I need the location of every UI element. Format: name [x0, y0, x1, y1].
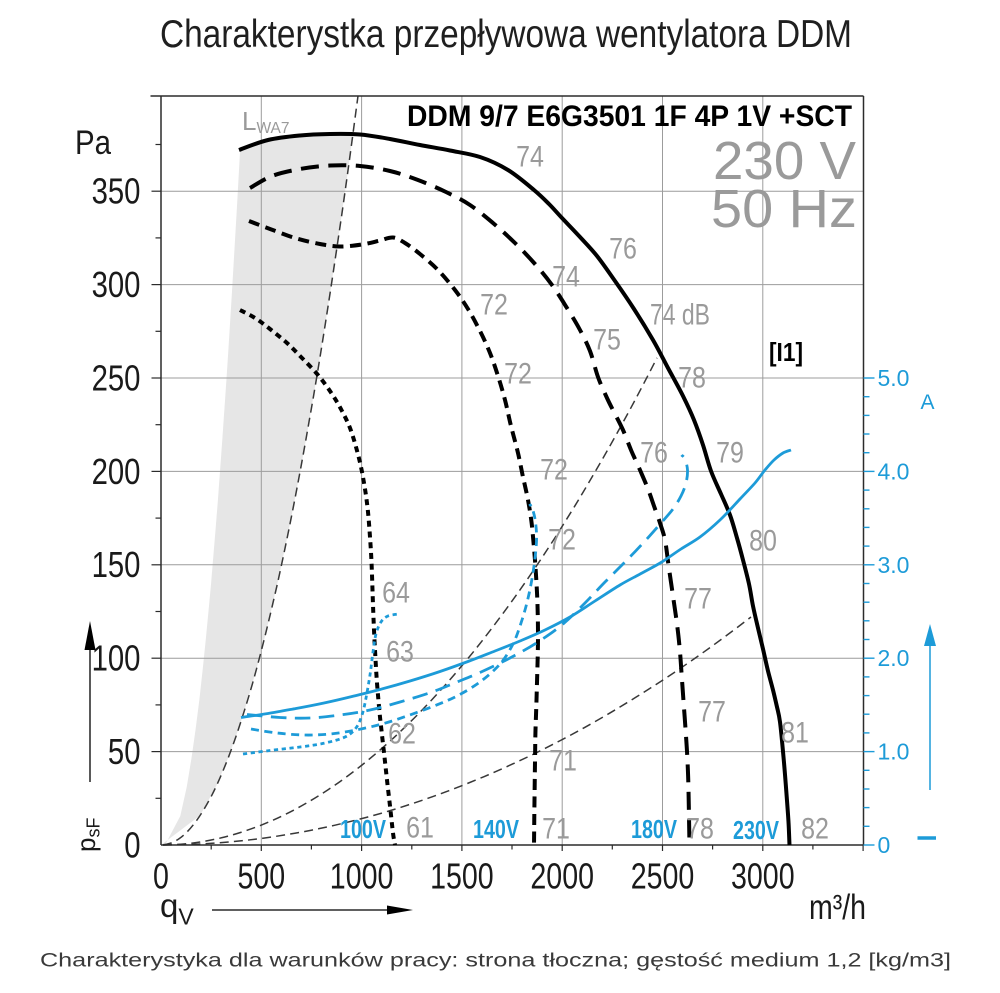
- svg-text:350: 350: [92, 171, 141, 212]
- svg-text:[I1]: [I1]: [769, 337, 803, 367]
- svg-text:140V: 140V: [473, 814, 519, 844]
- svg-text:100: 100: [92, 638, 141, 679]
- svg-text:76: 76: [609, 232, 637, 265]
- svg-text:62: 62: [388, 717, 416, 750]
- svg-text:64: 64: [382, 576, 410, 609]
- svg-text:63: 63: [386, 635, 414, 668]
- svg-text:71: 71: [549, 744, 577, 777]
- svg-text:3.0: 3.0: [878, 552, 910, 578]
- svg-text:50 Hz: 50 Hz: [711, 179, 857, 239]
- svg-text:180V: 180V: [631, 814, 677, 844]
- svg-text:61: 61: [406, 811, 434, 844]
- svg-text:230V: 230V: [733, 815, 779, 845]
- svg-text:Charakterystka przepływowa wen: Charakterystka przepływowa wentylatora D…: [160, 13, 852, 56]
- svg-text:500: 500: [237, 856, 285, 897]
- svg-text:78: 78: [678, 361, 706, 394]
- svg-text:0: 0: [153, 856, 169, 897]
- svg-text:71: 71: [542, 812, 570, 845]
- svg-text:81: 81: [781, 716, 809, 749]
- svg-text:0: 0: [124, 824, 140, 865]
- svg-text:2.0: 2.0: [878, 645, 910, 671]
- svg-text:300: 300: [92, 264, 141, 305]
- svg-text:DDM 9/7 E6G3501 1F 4P 1V +SCT: DDM 9/7 E6G3501 1F 4P 1V +SCT: [407, 100, 852, 133]
- svg-text:A: A: [921, 391, 935, 414]
- svg-text:72: 72: [540, 453, 568, 486]
- svg-text:5.0: 5.0: [878, 365, 910, 391]
- svg-text:76: 76: [640, 436, 668, 469]
- svg-text:150: 150: [92, 544, 141, 585]
- svg-text:72: 72: [548, 523, 576, 556]
- svg-text:74 dB: 74 dB: [650, 298, 710, 331]
- svg-text:230 V: 230 V: [713, 131, 856, 191]
- svg-text:250: 250: [92, 357, 141, 398]
- svg-text:79: 79: [716, 436, 744, 469]
- svg-text:200: 200: [92, 451, 141, 492]
- svg-text:77: 77: [698, 695, 726, 728]
- svg-text:Pa: Pa: [75, 124, 112, 162]
- svg-text:0: 0: [878, 832, 891, 858]
- svg-text:1.0: 1.0: [878, 739, 910, 765]
- svg-text:74: 74: [552, 260, 580, 293]
- svg-text:72: 72: [480, 288, 508, 321]
- svg-text:82: 82: [801, 812, 829, 845]
- svg-text:1000: 1000: [330, 856, 394, 897]
- svg-text:77: 77: [684, 582, 712, 615]
- svg-text:75: 75: [593, 323, 621, 356]
- svg-text:3000: 3000: [731, 856, 795, 897]
- svg-text:78: 78: [686, 812, 714, 845]
- svg-text:80: 80: [749, 524, 777, 557]
- svg-text:72: 72: [504, 357, 532, 390]
- svg-text:2000: 2000: [530, 856, 594, 897]
- svg-text:Charakterystyka dla warunków p: Charakterystyka dla warunków pracy: stro…: [40, 951, 951, 972]
- svg-text:1500: 1500: [430, 856, 494, 897]
- svg-text:m³/h: m³/h: [809, 888, 866, 927]
- svg-text:74: 74: [516, 140, 544, 173]
- svg-text:2500: 2500: [631, 856, 695, 897]
- svg-text:50: 50: [108, 731, 141, 772]
- svg-text:100V: 100V: [340, 814, 386, 844]
- svg-text:4.0: 4.0: [878, 458, 910, 484]
